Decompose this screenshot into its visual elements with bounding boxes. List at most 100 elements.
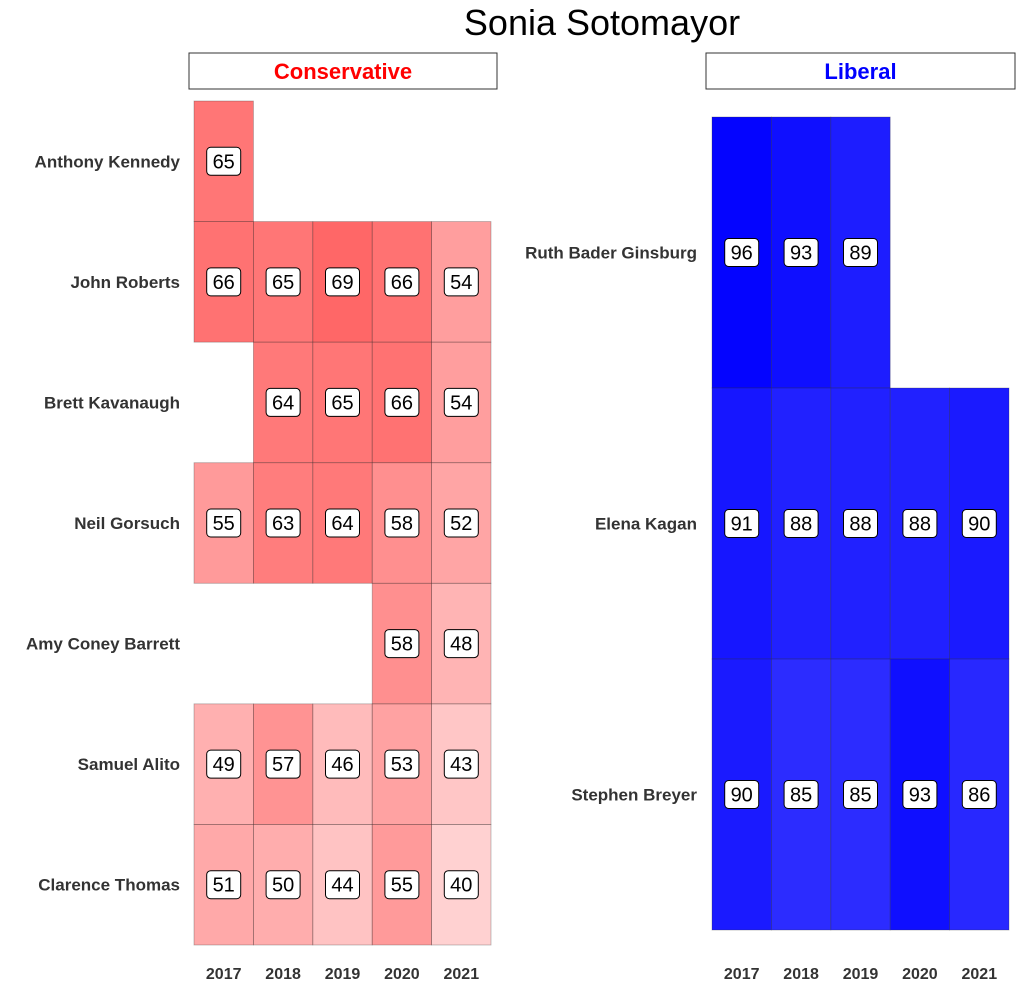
justice-row-john-roberts: John Roberts 66 65 69 66 54 [70,221,492,343]
value-label: 58 [391,634,413,656]
value-label-box [325,870,360,900]
value-label: 64 [272,392,294,414]
year-tick-label: 2018 [783,966,819,983]
value-label: 90 [968,514,990,536]
value-label: 40 [450,875,472,897]
value-label: 49 [213,754,235,776]
value-label: 50 [272,875,294,897]
value-label-box [384,387,420,417]
value-label: 88 [790,514,812,536]
year-tick-label: 2019 [325,966,361,983]
value-label: 54 [450,392,472,414]
value-label: 55 [391,875,413,897]
justice-label: Stephen Breyer [571,786,697,805]
year-tick-label: 2018 [265,966,301,983]
year-tick-label: 2020 [384,966,420,983]
justice-row-elena-kagan: Elena Kagan 91 88 88 88 90 [595,387,1010,660]
value-label-box [265,387,301,417]
value-label: 63 [272,513,294,535]
value-label-box [843,509,878,538]
value-label-box [206,146,242,176]
value-label-box [384,267,420,297]
value-label-box [265,870,301,900]
year-tick-label: 2019 [843,966,879,983]
value-label: 93 [909,785,931,807]
justice-row-ruth-bader-ginsburg: Ruth Bader Ginsburg 96 93 89 [525,116,891,389]
value-label: 66 [213,272,235,294]
value-label-box [384,629,420,659]
value-label: 65 [272,272,294,294]
justice-label: Anthony Kennedy [35,152,181,171]
value-label: 66 [391,392,413,414]
panel-strip-label: Conservative [274,59,412,84]
value-label-box [206,870,242,900]
value-label: 64 [331,513,353,535]
justice-label: John Roberts [70,273,180,292]
justice-row-stephen-breyer: Stephen Breyer 90 85 85 93 86 [571,658,1010,931]
value-label-box [783,238,819,267]
value-label: 85 [849,785,871,807]
value-label-box [384,508,420,538]
value-label: 55 [213,513,235,535]
justice-row-samuel-alito: Samuel Alito 49 57 46 53 43 [78,703,492,825]
value-label-box [961,780,997,809]
value-label-box [265,749,301,779]
value-label-box [961,509,997,538]
value-label: 43 [450,754,472,776]
value-label-box [783,509,819,538]
panel-strip-box [705,52,1016,90]
value-label-box [325,508,360,538]
value-label: 46 [331,754,353,776]
value-label: 96 [731,243,753,265]
value-label: 89 [849,243,871,265]
value-label-box [325,749,360,779]
panel-liberal: Liberal Ruth Bader Ginsburg 96 93 89 Elena Ka… [525,52,1016,983]
value-label-box [206,508,242,538]
year-tick-label: 2017 [724,966,760,983]
value-label: 65 [213,151,235,173]
value-label: 57 [272,754,294,776]
value-label-box [443,749,479,779]
value-label-box [783,780,819,809]
value-label-box [724,509,760,538]
value-label: 90 [731,785,753,807]
chart-title: Sonia Sotomayor [464,2,740,43]
value-label: 52 [450,513,472,535]
value-label-box [902,780,938,809]
value-label: 88 [849,514,871,536]
value-label: 66 [391,272,413,294]
value-label-box [206,267,242,297]
value-label: 93 [790,243,812,265]
value-label: 85 [790,785,812,807]
justice-row-neil-gorsuch: Neil Gorsuch 55 63 64 58 52 [74,462,492,584]
value-label-box [724,780,760,809]
value-label: 48 [450,634,472,656]
value-label: 69 [331,272,353,294]
value-label: 44 [331,875,353,897]
value-label-box [724,238,760,267]
year-tick-label: 2021 [444,966,480,983]
justice-row-brett-kavanaugh: Brett Kavanaugh 64 65 66 54 [44,341,492,464]
value-label-box [206,749,242,779]
value-label-box [443,629,479,659]
justice-row-clarence-thomas: Clarence Thomas 51 50 44 55 40 [38,824,492,946]
justice-label: Clarence Thomas [38,876,180,895]
value-label-box [443,508,479,538]
justice-label: Neil Gorsuch [74,514,180,533]
value-label-box [384,749,420,779]
value-label: 88 [909,514,931,536]
value-label: 54 [450,272,472,294]
value-label-box [384,870,420,900]
value-label-box [325,267,360,297]
value-label-box [443,387,479,417]
justice-label: Brett Kavanaugh [44,393,180,412]
value-label-box [443,870,479,900]
heat-cell [830,116,891,389]
value-label: 51 [213,875,235,897]
value-label-box [843,780,878,809]
justice-row-anthony-kennedy: Anthony Kennedy 65 [35,100,254,222]
value-label: 86 [968,785,990,807]
justice-row-amy-coney-barrett: Amy Coney Barrett 58 48 [26,582,492,705]
